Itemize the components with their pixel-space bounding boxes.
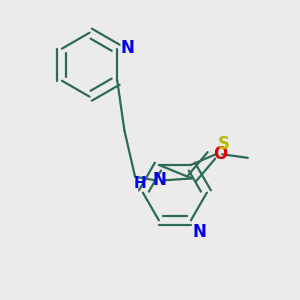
Text: N: N [153, 171, 167, 189]
Text: H: H [134, 176, 147, 191]
Text: N: N [120, 39, 134, 57]
Text: O: O [213, 145, 227, 163]
Text: S: S [218, 134, 230, 152]
Text: N: N [193, 223, 206, 241]
